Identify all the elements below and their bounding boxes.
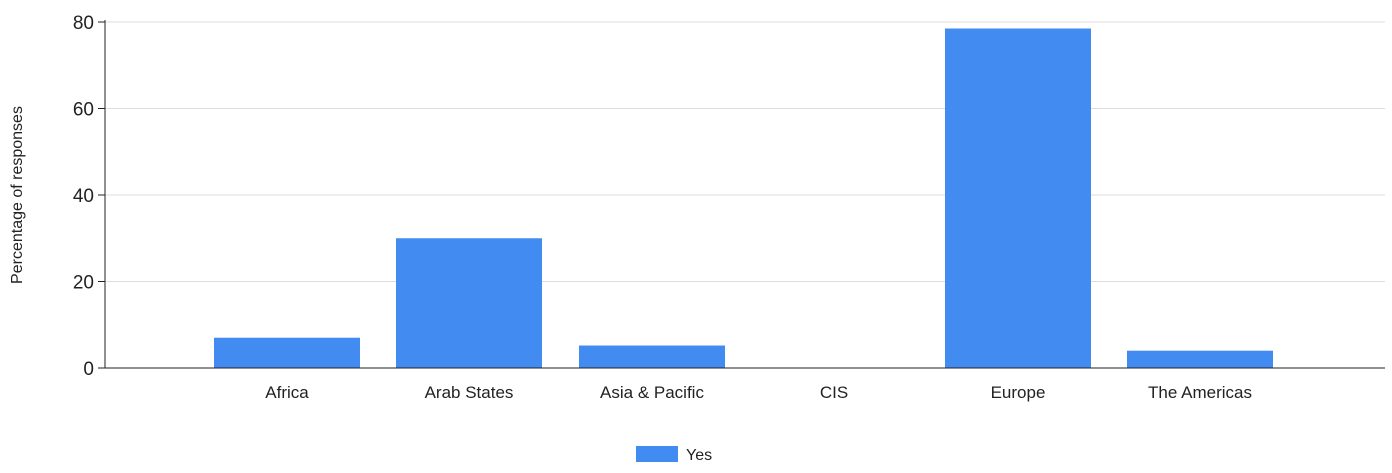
bar-africa [214, 337, 360, 368]
legend-swatch [636, 446, 678, 462]
x-category-label: The Americas [1148, 383, 1252, 402]
legend: Yes [636, 446, 712, 464]
y-tick-label: 20 [73, 273, 94, 294]
x-category-label: Arab States [425, 383, 514, 402]
y-tick-label: 80 [73, 13, 94, 34]
x-category-label: Europe [991, 383, 1046, 402]
bar-arab-states [396, 238, 542, 368]
y-tick-label: 40 [73, 186, 94, 207]
legend-label: Yes [686, 447, 712, 464]
y-tick-label: 60 [73, 100, 94, 121]
y-tick-label: 0 [83, 359, 94, 380]
x-category-label: Asia & Pacific [600, 383, 704, 402]
x-category-label: Africa [265, 383, 309, 402]
bar-europe [945, 28, 1091, 369]
bar-asia-pacific [579, 345, 725, 368]
bars [214, 28, 1273, 369]
y-axis-title: Percentage of responses [9, 106, 26, 284]
axes [98, 20, 1385, 369]
bar-the-americas [1127, 350, 1273, 368]
gridlines [105, 21, 1385, 282]
labels: 0 20 40 60 80 Africa Arab States Asia & Pacific… [9, 13, 1252, 402]
x-category-label: CIS [820, 383, 848, 402]
